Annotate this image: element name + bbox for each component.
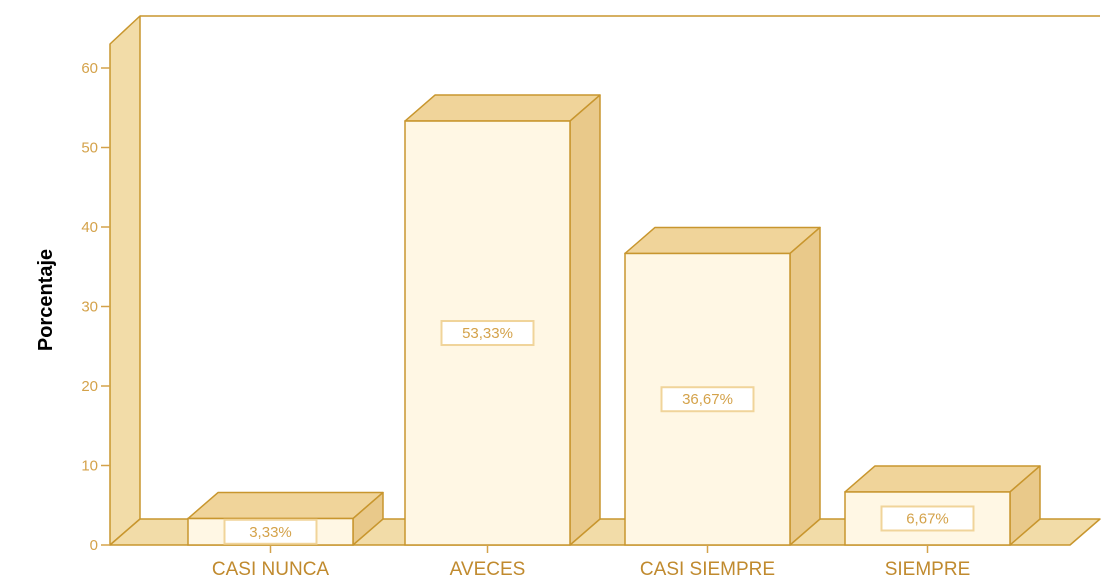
x-category-label: SIEMPRE bbox=[885, 559, 971, 580]
data-label-box bbox=[223, 518, 318, 545]
bars: 3,33% 53,33% 36,67% 6,67% bbox=[187, 94, 1041, 546]
data-label: 6,67% bbox=[906, 510, 949, 527]
data-label-box bbox=[880, 505, 975, 532]
y-tick-label: 20 bbox=[81, 378, 98, 395]
data-label: 3,33% bbox=[249, 524, 292, 541]
bar-top-face bbox=[624, 226, 821, 255]
bar: 6,67% bbox=[844, 465, 1041, 546]
y-tick-label: 30 bbox=[81, 299, 98, 316]
bar: 36,67% bbox=[624, 226, 821, 546]
data-label: 53,33% bbox=[462, 325, 513, 342]
y-tick-label: 50 bbox=[81, 140, 98, 157]
data-label: 36,67% bbox=[682, 391, 733, 408]
bar-top-face bbox=[187, 491, 384, 520]
y-tick-label: 10 bbox=[81, 458, 98, 475]
left-wall bbox=[109, 15, 141, 546]
bar-side-face bbox=[569, 94, 601, 546]
x-category-label: CASI SIEMPRE bbox=[640, 559, 775, 580]
bar: 53,33% bbox=[404, 94, 601, 546]
x-category-label: CASI NUNCA bbox=[212, 559, 330, 580]
bar-top-face bbox=[404, 94, 601, 122]
y-tick-label: 0 bbox=[90, 537, 98, 554]
y-axis-title: Porcentaje bbox=[35, 249, 57, 351]
bar: 3,33% bbox=[187, 491, 384, 546]
y-tick-label: 40 bbox=[81, 219, 98, 236]
x-axis: CASI NUNCA AVECES CASI SIEMPRE SIEMPRE bbox=[212, 545, 970, 580]
y-tick-label: 60 bbox=[81, 60, 98, 77]
y-axis: 0 10 20 30 40 50 60 bbox=[81, 60, 110, 554]
bar-top-face bbox=[844, 465, 1041, 493]
data-label-box bbox=[440, 320, 535, 347]
x-category-label: AVECES bbox=[450, 559, 526, 580]
bar-side-face bbox=[789, 226, 821, 546]
data-label-box bbox=[660, 386, 755, 413]
